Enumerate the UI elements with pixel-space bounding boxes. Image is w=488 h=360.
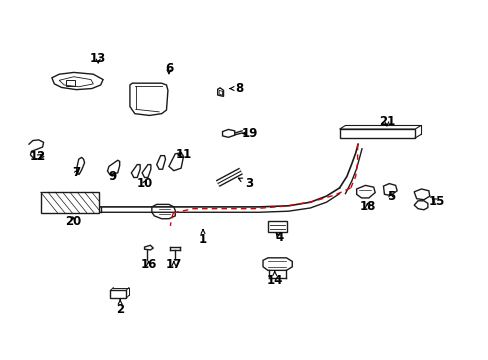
Text: 3: 3 bbox=[238, 177, 253, 190]
Text: 16: 16 bbox=[140, 258, 156, 271]
Text: 17: 17 bbox=[165, 258, 182, 271]
Bar bbox=[110, 291, 126, 298]
Text: 18: 18 bbox=[359, 201, 375, 213]
Text: 20: 20 bbox=[64, 215, 81, 228]
Text: 9: 9 bbox=[108, 170, 117, 183]
Text: 10: 10 bbox=[136, 177, 152, 190]
Bar bbox=[41, 192, 99, 213]
Text: 1: 1 bbox=[199, 229, 207, 246]
Text: 6: 6 bbox=[164, 62, 173, 75]
Text: 21: 21 bbox=[378, 116, 394, 129]
Text: 7: 7 bbox=[72, 166, 80, 179]
Bar bbox=[65, 80, 75, 86]
Text: 11: 11 bbox=[175, 148, 191, 161]
Text: 13: 13 bbox=[90, 51, 106, 64]
Text: 8: 8 bbox=[229, 82, 243, 95]
Text: 12: 12 bbox=[30, 150, 46, 163]
Text: 5: 5 bbox=[386, 190, 394, 203]
Text: 2: 2 bbox=[116, 300, 124, 316]
Bar bbox=[339, 129, 414, 138]
Text: 15: 15 bbox=[428, 195, 445, 208]
Text: 19: 19 bbox=[241, 127, 257, 140]
Text: 14: 14 bbox=[266, 271, 283, 287]
Text: 4: 4 bbox=[275, 231, 283, 244]
